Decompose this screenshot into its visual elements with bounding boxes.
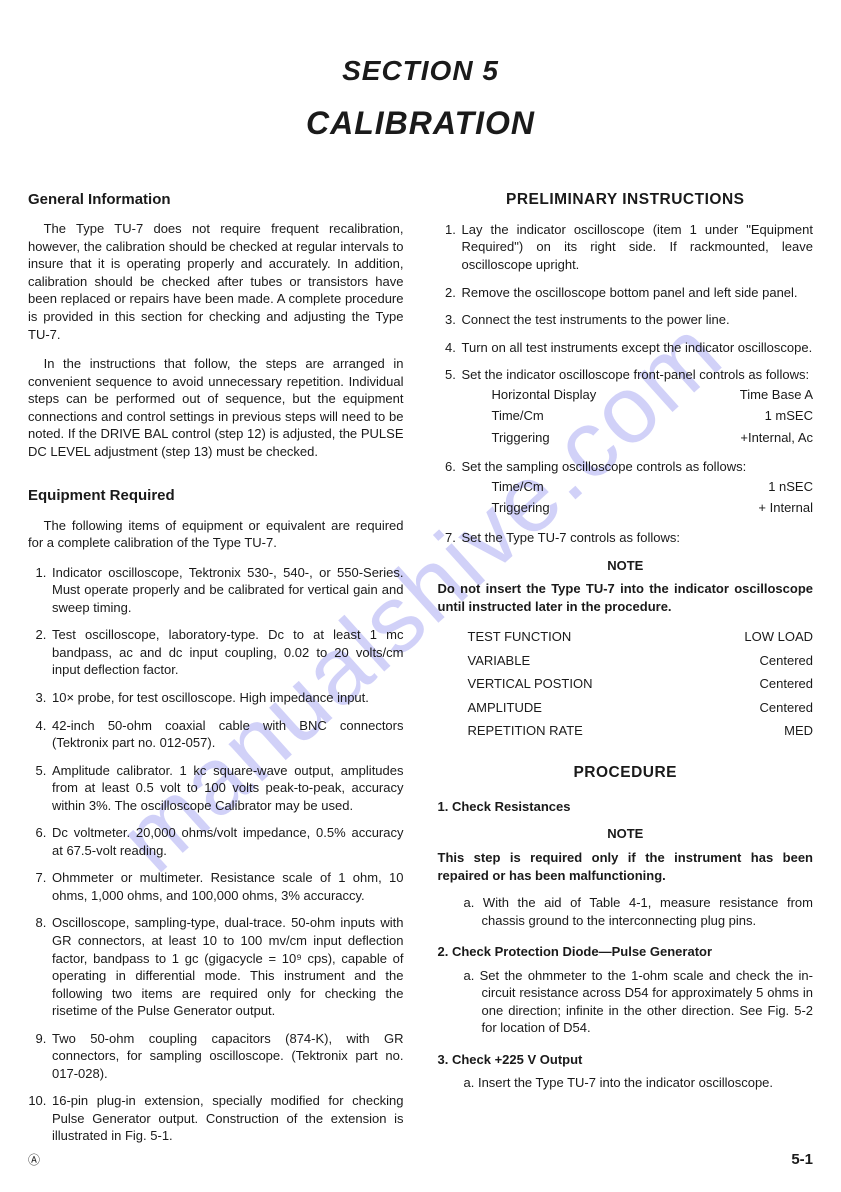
list-item: Set the Type TU-7 controls as follows: [460,529,814,547]
paragraph: In the instructions that follow, the ste… [28,355,404,460]
setting-val: Time Base A [740,386,813,404]
heading-preliminary: PRELIMINARY INSTRUCTIONS [438,190,814,211]
setting-row: Triggering + Internal [462,497,814,519]
two-columns: General Information The Type TU-7 does n… [28,172,813,1155]
equipment-list: Indicator oscilloscope, Tektronix 530-, … [28,564,404,1145]
title-block: SECTION 5 CALIBRATION [28,55,813,142]
setting-key: Horizontal Display [492,386,597,404]
setting-val: 1 mSEC [765,407,813,425]
step-lead: Set the sampling oscilloscope controls a… [462,459,747,474]
heading-equipment: Equipment Required [28,486,404,506]
setting-key: Triggering [492,499,550,517]
note-text: This step is required only if the instru… [438,849,814,884]
setting-key: REPETITION RATE [468,722,583,740]
list-item: Amplitude calibrator. 1 kc square-wave o… [50,762,404,815]
substep: a. Insert the Type TU-7 into the indicat… [438,1074,814,1092]
table-row: REPETITION RATE MED [468,719,814,743]
setting-val: Centered [760,699,813,717]
list-item: Set the sampling oscilloscope controls a… [460,458,814,519]
heading-general-info: General Information [28,190,404,210]
step-lead: Set the indicator oscilloscope front-pan… [462,367,810,382]
setting-val: +Internal, Ac [740,429,813,447]
table-row: VARIABLE Centered [468,649,814,673]
table-row: TEST FUNCTION LOW LOAD [468,625,814,649]
setting-key: VARIABLE [468,652,531,670]
setting-val: 1 nSEC [768,478,813,496]
preliminary-steps: Lay the indicator oscilloscope (item 1 u… [438,221,814,547]
paragraph: The Type TU-7 does not require frequent … [28,220,404,343]
heading-procedure: PROCEDURE [438,763,814,784]
step-lead: Set the Type TU-7 controls as follows: [462,530,680,545]
note-text: Do not insert the Type TU-7 into the ind… [438,580,814,615]
setting-row: Time/Cm 1 mSEC [462,405,814,427]
list-item: Connect the test instruments to the powe… [460,311,814,329]
setting-row: Time/Cm 1 nSEC [462,476,814,498]
setting-val: Centered [760,652,813,670]
note-label: NOTE [438,825,814,843]
paragraph: The following items of equipment or equi… [28,517,404,552]
setting-val: Centered [760,675,813,693]
substep: a. Set the ohmmeter to the 1-ohm scale a… [438,967,814,1037]
right-column: PRELIMINARY INSTRUCTIONS Lay the indicat… [438,172,814,1155]
list-item: Oscilloscope, sampling-type, dual-trace.… [50,914,404,1019]
setting-key: TEST FUNCTION [468,628,572,646]
list-item: Two 50-ohm coupling capacitors (874-K), … [50,1030,404,1083]
setting-val: MED [784,722,813,740]
heading-step-2: 2. Check Protection Diode—Pulse Generato… [438,943,814,961]
list-item: Set the indicator oscilloscope front-pan… [460,366,814,448]
setting-key: Triggering [492,429,550,447]
table-row: AMPLITUDE Centered [468,696,814,720]
setting-key: VERTICAL POSTION [468,675,593,693]
setting-key: AMPLITUDE [468,699,542,717]
list-item: Remove the oscilloscope bottom panel and… [460,284,814,302]
list-item: Lay the indicator oscilloscope (item 1 u… [460,221,814,274]
setting-val: + Internal [758,499,813,517]
left-column: General Information The Type TU-7 does n… [28,172,404,1155]
setting-row: Triggering +Internal, Ac [462,427,814,449]
heading-step-1: 1. Check Resistances [438,798,814,816]
list-item: 42-inch 50-ohm coaxial cable with BNC co… [50,717,404,752]
list-item: Turn on all test instruments except the … [460,339,814,357]
list-item: Indicator oscilloscope, Tektronix 530-, … [50,564,404,617]
list-item: Ohmmeter or multimeter. Resistance scale… [50,869,404,904]
setting-key: Time/Cm [492,407,544,425]
section-title: CALIBRATION [28,105,813,142]
list-item: 10× probe, for test oscilloscope. High i… [50,689,404,707]
list-item: 16-pin plug-in extension, specially modi… [50,1092,404,1145]
section-label: SECTION 5 [28,55,813,87]
substep: a. With the aid of Table 4-1, measure re… [438,894,814,929]
setting-key: Time/Cm [492,478,544,496]
list-item: Test oscilloscope, laboratory-type. Dc t… [50,626,404,679]
controls-table: TEST FUNCTION LOW LOAD VARIABLE Centered… [468,625,814,743]
heading-step-3: 3. Check +225 V Output [438,1051,814,1069]
note-label: NOTE [438,557,814,575]
setting-val: LOW LOAD [744,628,813,646]
setting-row: Horizontal Display Time Base A [462,384,814,406]
table-row: VERTICAL POSTION Centered [468,672,814,696]
list-item: Dc voltmeter. 20,000 ohms/volt impedance… [50,824,404,859]
page-content: SECTION 5 CALIBRATION General Informatio… [28,55,813,1155]
